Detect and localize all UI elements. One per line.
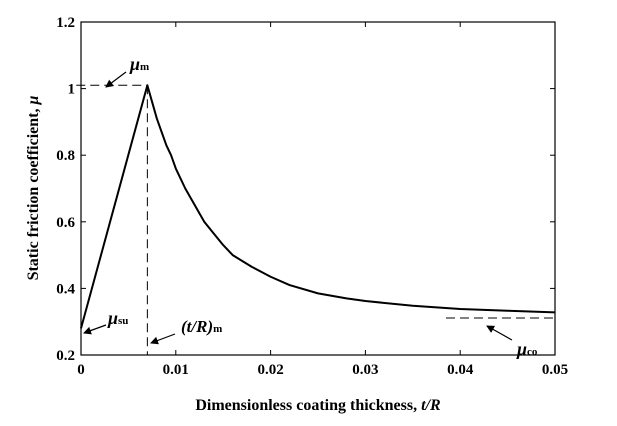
x-tick-label: 0.02 bbox=[257, 362, 283, 378]
x-tick-label: 0.01 bbox=[163, 362, 189, 378]
mu-co-symbol: μ bbox=[516, 339, 527, 359]
tick-labels: 0 0.01 0.02 0.03 0.04 0.05 0.2 0.4 0.6 0.8 1 1.2 bbox=[56, 15, 568, 378]
t-over-r-m-subscript: m bbox=[213, 323, 222, 335]
mu-m-arrow bbox=[105, 71, 127, 88]
x-tick-label: 0 bbox=[77, 362, 85, 378]
y-tick-label: 0.2 bbox=[56, 348, 75, 364]
y-tick-label: 1 bbox=[68, 82, 76, 98]
plot-frame bbox=[80, 21, 556, 356]
mu-co-arrow bbox=[486, 325, 513, 341]
mu-su-arrow bbox=[83, 324, 107, 335]
mu-co-subscript: co bbox=[527, 346, 538, 358]
mu-m-symbol: μ bbox=[129, 54, 140, 74]
x-axis-title: Dimensionless coating thickness, t/R bbox=[195, 397, 441, 414]
friction-curve bbox=[80, 84, 556, 329]
t-over-r-m-arrow bbox=[150, 333, 176, 345]
y-tick-label: 0.6 bbox=[56, 215, 75, 231]
y-axis-title-var: μ bbox=[25, 95, 42, 105]
x-axis-title-var: t/R bbox=[421, 397, 441, 414]
x-tick-label: 0.05 bbox=[542, 362, 568, 378]
mu-su-subscript: su bbox=[118, 315, 128, 327]
y-axis-title: Static friction coefficient, μ bbox=[25, 95, 42, 280]
reference-lines bbox=[76, 84, 555, 355]
mu-su-symbol: μ bbox=[107, 308, 118, 328]
y-tick-label: 1.2 bbox=[56, 15, 75, 31]
y-tick-label: 0.8 bbox=[56, 148, 75, 164]
annotations: μm μsu (t/R)m μco bbox=[83, 54, 538, 359]
x-tick-label: 0.04 bbox=[447, 362, 474, 378]
mu-m-subscript: m bbox=[140, 61, 149, 73]
y-axis-title-text: Static friction coefficient, bbox=[25, 104, 42, 280]
t-over-r-m-label: (t/R)m bbox=[181, 317, 222, 336]
x-tick-label: 0.03 bbox=[352, 362, 378, 378]
mu-m-label: μm bbox=[129, 54, 149, 74]
series-group bbox=[80, 84, 556, 329]
y-tick-label: 0.4 bbox=[56, 281, 75, 297]
mu-co-label: μco bbox=[516, 339, 538, 359]
x-axis-title-text: Dimensionless coating thickness, bbox=[195, 397, 421, 414]
mu-su-label: μsu bbox=[107, 308, 128, 328]
t-over-r-m-symbol: (t/R) bbox=[181, 317, 213, 336]
axis-ticks bbox=[80, 21, 556, 356]
